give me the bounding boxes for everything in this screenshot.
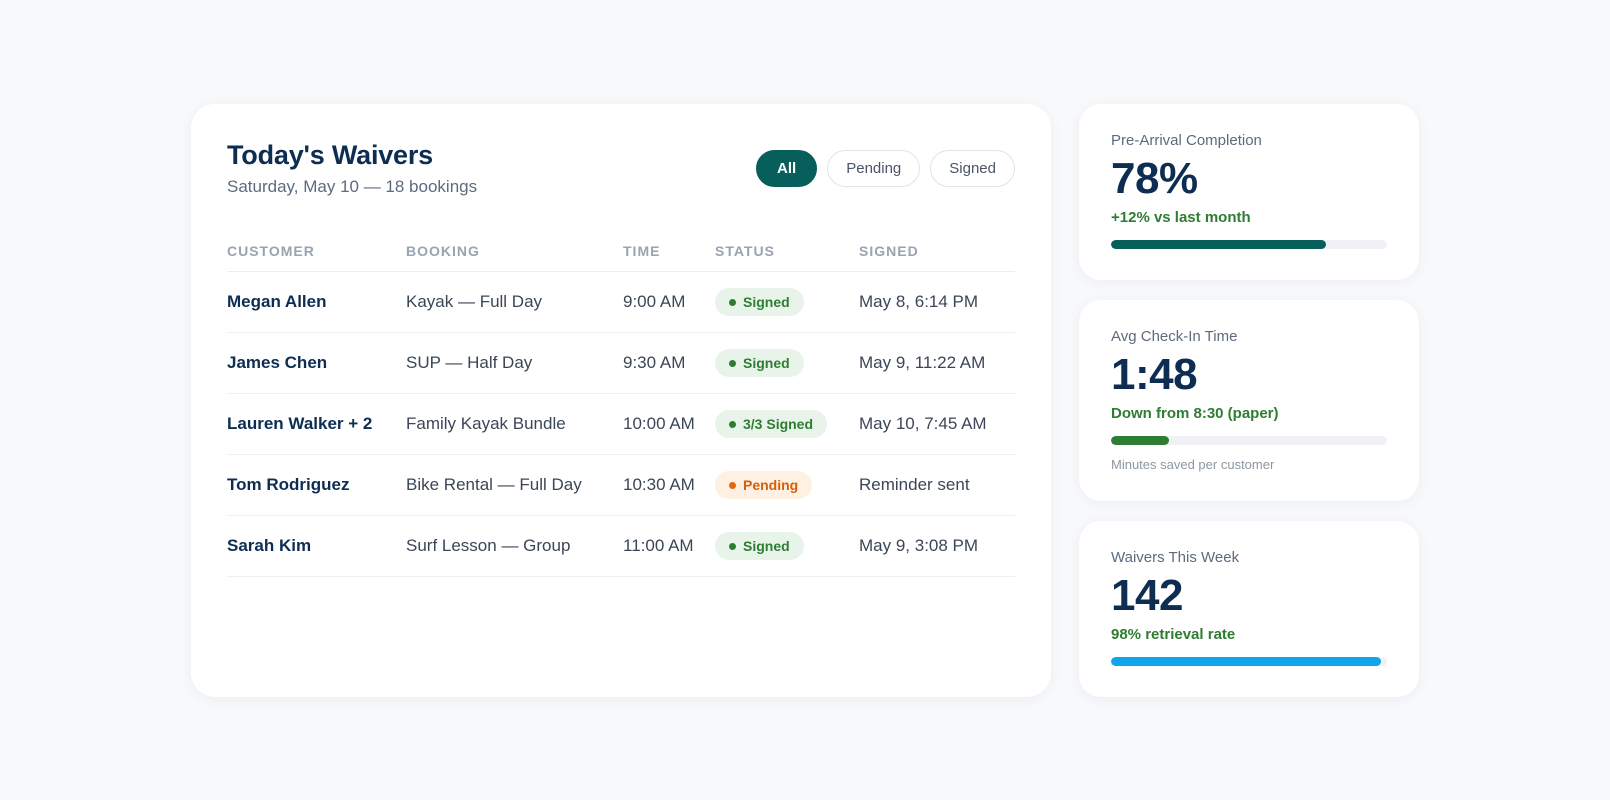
progress-fill (1111, 657, 1382, 666)
status-filter-group: All Pending Signed (756, 150, 1015, 187)
progress-bar (1111, 240, 1387, 249)
page-subtitle: Saturday, May 10 — 18 bookings (227, 177, 478, 196)
status-badge: Pending (715, 471, 813, 499)
status-cell: Pending (715, 471, 859, 499)
booking-time: 9:00 AM (623, 292, 686, 311)
customer-name[interactable]: Tom Rodriguez (227, 475, 350, 494)
column-header-customer[interactable]: CUSTOMER (227, 242, 315, 259)
filter-signed-button[interactable]: Signed (930, 150, 1015, 187)
card-header: Today's Waivers Saturday, May 10 — 18 bo… (227, 140, 1015, 230)
column-header-status[interactable]: STATUS (715, 242, 775, 259)
status-dot-icon (729, 420, 736, 428)
progress-fill (1111, 436, 1169, 445)
signed-time: May 9, 3:08 PM (859, 536, 979, 555)
progress-bar (1111, 657, 1387, 666)
signed-time: May 9, 11:22 AM (859, 353, 986, 372)
status-label: 3/3 Signed (743, 416, 814, 432)
status-badge: Signed (715, 288, 804, 316)
stat-card-waivers-this-week: Waivers This Week 142 98% retrieval rate (1079, 521, 1419, 697)
table-row[interactable]: James Chen SUP — Half Day 9:30 AM Signed… (227, 333, 1015, 394)
table-row[interactable]: Lauren Walker + 2 Family Kayak Bundle 10… (227, 394, 1015, 455)
status-cell: Signed (715, 532, 859, 560)
filter-pending-button[interactable]: Pending (827, 150, 921, 187)
customer-name[interactable]: Lauren Walker + 2 (227, 414, 373, 433)
status-cell: Signed (715, 349, 859, 377)
stat-label: Waivers This Week (1111, 549, 1240, 566)
column-header-booking[interactable]: BOOKING (406, 242, 480, 259)
stat-delta: +12% vs last month (1111, 209, 1251, 226)
stat-label: Pre-Arrival Completion (1111, 132, 1262, 149)
signed-time: May 8, 6:14 PM (859, 292, 979, 311)
customer-name[interactable]: Megan Allen (227, 292, 327, 311)
customer-name[interactable]: James Chen (227, 353, 328, 372)
table-row[interactable]: Megan Allen Kayak — Full Day 9:00 AM Sig… (227, 272, 1015, 333)
booking-name: Family Kayak Bundle (406, 414, 566, 433)
booking-time: 10:30 AM (623, 475, 695, 494)
booking-time: 10:00 AM (623, 414, 695, 433)
status-label: Signed (743, 538, 790, 554)
status-dot-icon (729, 359, 736, 367)
status-cell: 3/3 Signed (715, 410, 859, 438)
booking-name: SUP — Half Day (406, 353, 533, 372)
booking-time: 9:30 AM (623, 353, 686, 372)
status-dot-icon (729, 542, 736, 550)
stat-card-check-in-time: Avg Check-In Time 1:48 Down from 8:30 (p… (1079, 300, 1419, 501)
filter-all-button[interactable]: All (756, 150, 818, 187)
customer-name[interactable]: Sarah Kim (227, 536, 312, 555)
stat-delta: Down from 8:30 (paper) (1111, 405, 1279, 422)
stat-label: Avg Check-In Time (1111, 328, 1238, 345)
waivers-table: CUSTOMER BOOKING TIME STATUS SIGNED Mega… (227, 230, 1015, 577)
signed-time: May 10, 7:45 AM (859, 414, 987, 433)
status-badge: Signed (715, 532, 804, 560)
column-header-time[interactable]: TIME (623, 242, 661, 259)
column-header-signed[interactable]: SIGNED (859, 242, 919, 259)
status-label: Signed (743, 294, 790, 310)
booking-name: Surf Lesson — Group (406, 536, 571, 555)
stat-value: 142 (1111, 571, 1183, 620)
status-badge: 3/3 Signed (715, 410, 828, 438)
status-dot-icon (729, 298, 736, 306)
stat-value: 78% (1111, 154, 1198, 203)
status-label: Pending (743, 477, 799, 493)
progress-fill (1111, 240, 1327, 249)
page-title: Today's Waivers (227, 140, 433, 170)
stat-card-pre-arrival: Pre-Arrival Completion 78% +12% vs last … (1079, 104, 1419, 280)
booking-time: 11:00 AM (623, 536, 694, 555)
stat-value: 1:48 (1111, 350, 1198, 399)
progress-bar (1111, 436, 1387, 445)
status-badge: Signed (715, 349, 804, 377)
stat-note: Minutes saved per customer (1111, 457, 1275, 472)
signed-time: Reminder sent (859, 475, 970, 494)
table-row[interactable]: Sarah Kim Surf Lesson — Group 11:00 AM S… (227, 516, 1015, 577)
stat-delta: 98% retrieval rate (1111, 626, 1236, 643)
waivers-card: Today's Waivers Saturday, May 10 — 18 bo… (191, 104, 1051, 697)
booking-name: Bike Rental — Full Day (406, 475, 582, 494)
table-row[interactable]: Tom Rodriguez Bike Rental — Full Day 10:… (227, 455, 1015, 516)
status-dot-icon (729, 481, 736, 489)
status-cell: Signed (715, 288, 859, 316)
table-header: CUSTOMER BOOKING TIME STATUS SIGNED (227, 230, 1015, 272)
booking-name: Kayak — Full Day (406, 292, 543, 311)
status-label: Signed (743, 355, 790, 371)
